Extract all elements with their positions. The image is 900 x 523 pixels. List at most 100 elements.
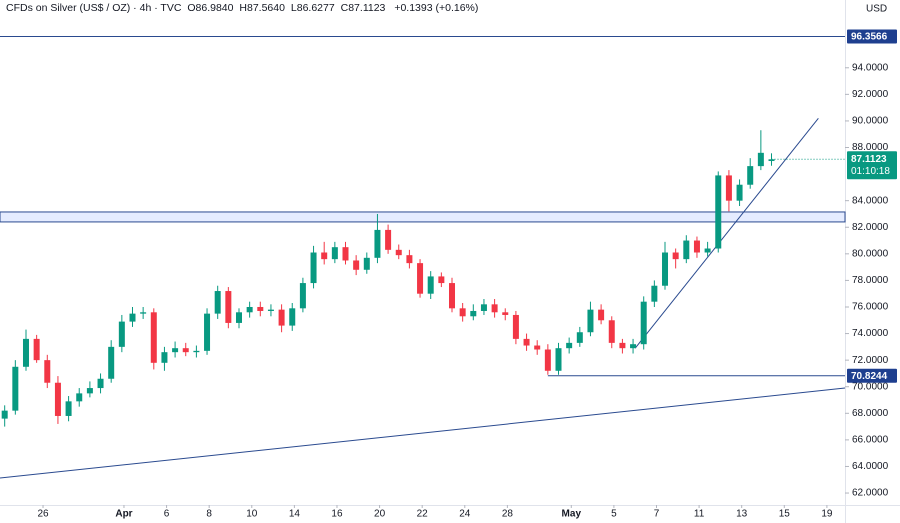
candle-body	[1, 410, 8, 419]
candle-body	[12, 366, 19, 411]
x-tick-label: 8	[206, 509, 212, 520]
candle-body	[225, 291, 232, 323]
candle-body	[353, 260, 360, 270]
candle-body	[630, 344, 637, 349]
candle-body	[598, 309, 605, 321]
candle-body	[576, 332, 583, 343]
candle-body	[129, 313, 136, 322]
candle-body	[235, 312, 242, 323]
candle-body	[118, 321, 125, 347]
trendline	[634, 117, 819, 349]
candle-body	[86, 388, 93, 394]
candle-body	[385, 229, 392, 250]
candle-body	[512, 314, 519, 339]
candle-body	[161, 352, 168, 363]
candle-body	[651, 285, 658, 302]
candle-body	[693, 240, 700, 253]
ohlc: O86.9840 H87.5640 L86.6277 C87.1123	[187, 2, 391, 14]
candle-body	[140, 312, 147, 314]
candle-body	[289, 308, 296, 326]
candle-body	[608, 320, 615, 343]
candle-body	[310, 252, 317, 284]
candle-body	[182, 348, 189, 353]
candle-body	[76, 393, 83, 402]
change: +0.1393 (+0.16%)	[394, 2, 479, 14]
candle-body	[502, 312, 509, 315]
candle-body	[427, 276, 434, 294]
y-tick-label: 62.0000	[852, 488, 889, 499]
candle-body	[395, 249, 402, 256]
candle-body	[449, 283, 456, 309]
candle-body	[544, 349, 551, 371]
currency: USD	[866, 4, 887, 15]
candle-body	[108, 346, 115, 379]
candle-body	[54, 382, 61, 416]
candle-body	[172, 348, 179, 353]
candle-body	[22, 338, 29, 367]
trendline	[0, 387, 846, 479]
x-tick-label: 7	[654, 509, 660, 520]
x-tick-label: 5	[611, 509, 617, 520]
candle-body	[246, 306, 253, 313]
candle-body	[406, 255, 413, 264]
candle-body	[491, 304, 498, 313]
x-tick-label: 19	[821, 509, 833, 520]
ohlc-value: 86.9840	[195, 2, 234, 14]
candle-body	[342, 247, 349, 261]
ohlc-value: 87.1123	[348, 2, 386, 14]
level-label: 70.8244	[851, 371, 888, 382]
y-tick-label: 72.0000	[852, 355, 889, 366]
ohlc-letter: H	[239, 2, 247, 14]
y-tick-label: 64.0000	[852, 461, 889, 472]
candle-body	[374, 229, 381, 258]
ohlc-value: 87.5640	[247, 2, 285, 14]
candle-body	[417, 263, 424, 294]
ohlc-letter: O	[187, 2, 196, 14]
candle-body	[480, 304, 487, 311]
candle-body	[204, 313, 211, 351]
candle-body	[257, 306, 264, 311]
y-tick-label: 70.0000	[852, 381, 889, 392]
candle-body	[555, 348, 562, 371]
y-tick-label: 90.0000	[852, 116, 889, 127]
ohlc-letter: L	[290, 2, 297, 14]
candle-body	[214, 291, 221, 314]
y-tick-label: 88.0000	[852, 142, 889, 153]
level-badge	[847, 29, 897, 44]
candle-body	[736, 184, 743, 201]
y-tick-label: 66.0000	[852, 435, 889, 446]
candle-body	[150, 312, 157, 363]
x-tick-label: 22	[417, 509, 429, 520]
x-tick-label: May	[562, 509, 582, 520]
y-tick-label: 74.0000	[852, 328, 889, 339]
y-tick-label: 92.0000	[852, 89, 889, 100]
last-price-label: 87.1123	[851, 154, 887, 165]
zone	[0, 211, 846, 223]
x-tick-label: 10	[246, 509, 258, 520]
candle-body	[299, 283, 306, 309]
symbol: CFDs on Silver (US$ / OZ) · 4h · TVC	[6, 2, 182, 14]
candle-body	[321, 252, 328, 260]
candle-body	[97, 378, 104, 389]
x-tick-label: 14	[289, 509, 301, 520]
countdown: 01:10:18	[851, 166, 890, 177]
candle-body	[438, 276, 445, 284]
x-tick-label: 28	[502, 509, 514, 520]
ohlc-letter: C	[340, 2, 349, 14]
level-label: 96.3566	[851, 32, 888, 43]
candle-body	[566, 342, 573, 349]
candle-body	[704, 248, 711, 253]
candle-body	[523, 338, 530, 346]
candle-body	[193, 350, 200, 353]
ohlc-value: 86.6277	[296, 2, 335, 14]
level-badge	[847, 368, 897, 383]
candle-body	[725, 175, 732, 201]
y-tick-label: 94.0000	[852, 62, 889, 73]
y-tick-label: 78.0000	[852, 275, 889, 286]
x-tick-label: Apr	[115, 509, 132, 520]
y-tick-label: 82.0000	[852, 222, 889, 233]
x-tick-label: 20	[374, 509, 386, 520]
y-tick-label: 84.0000	[852, 195, 889, 206]
